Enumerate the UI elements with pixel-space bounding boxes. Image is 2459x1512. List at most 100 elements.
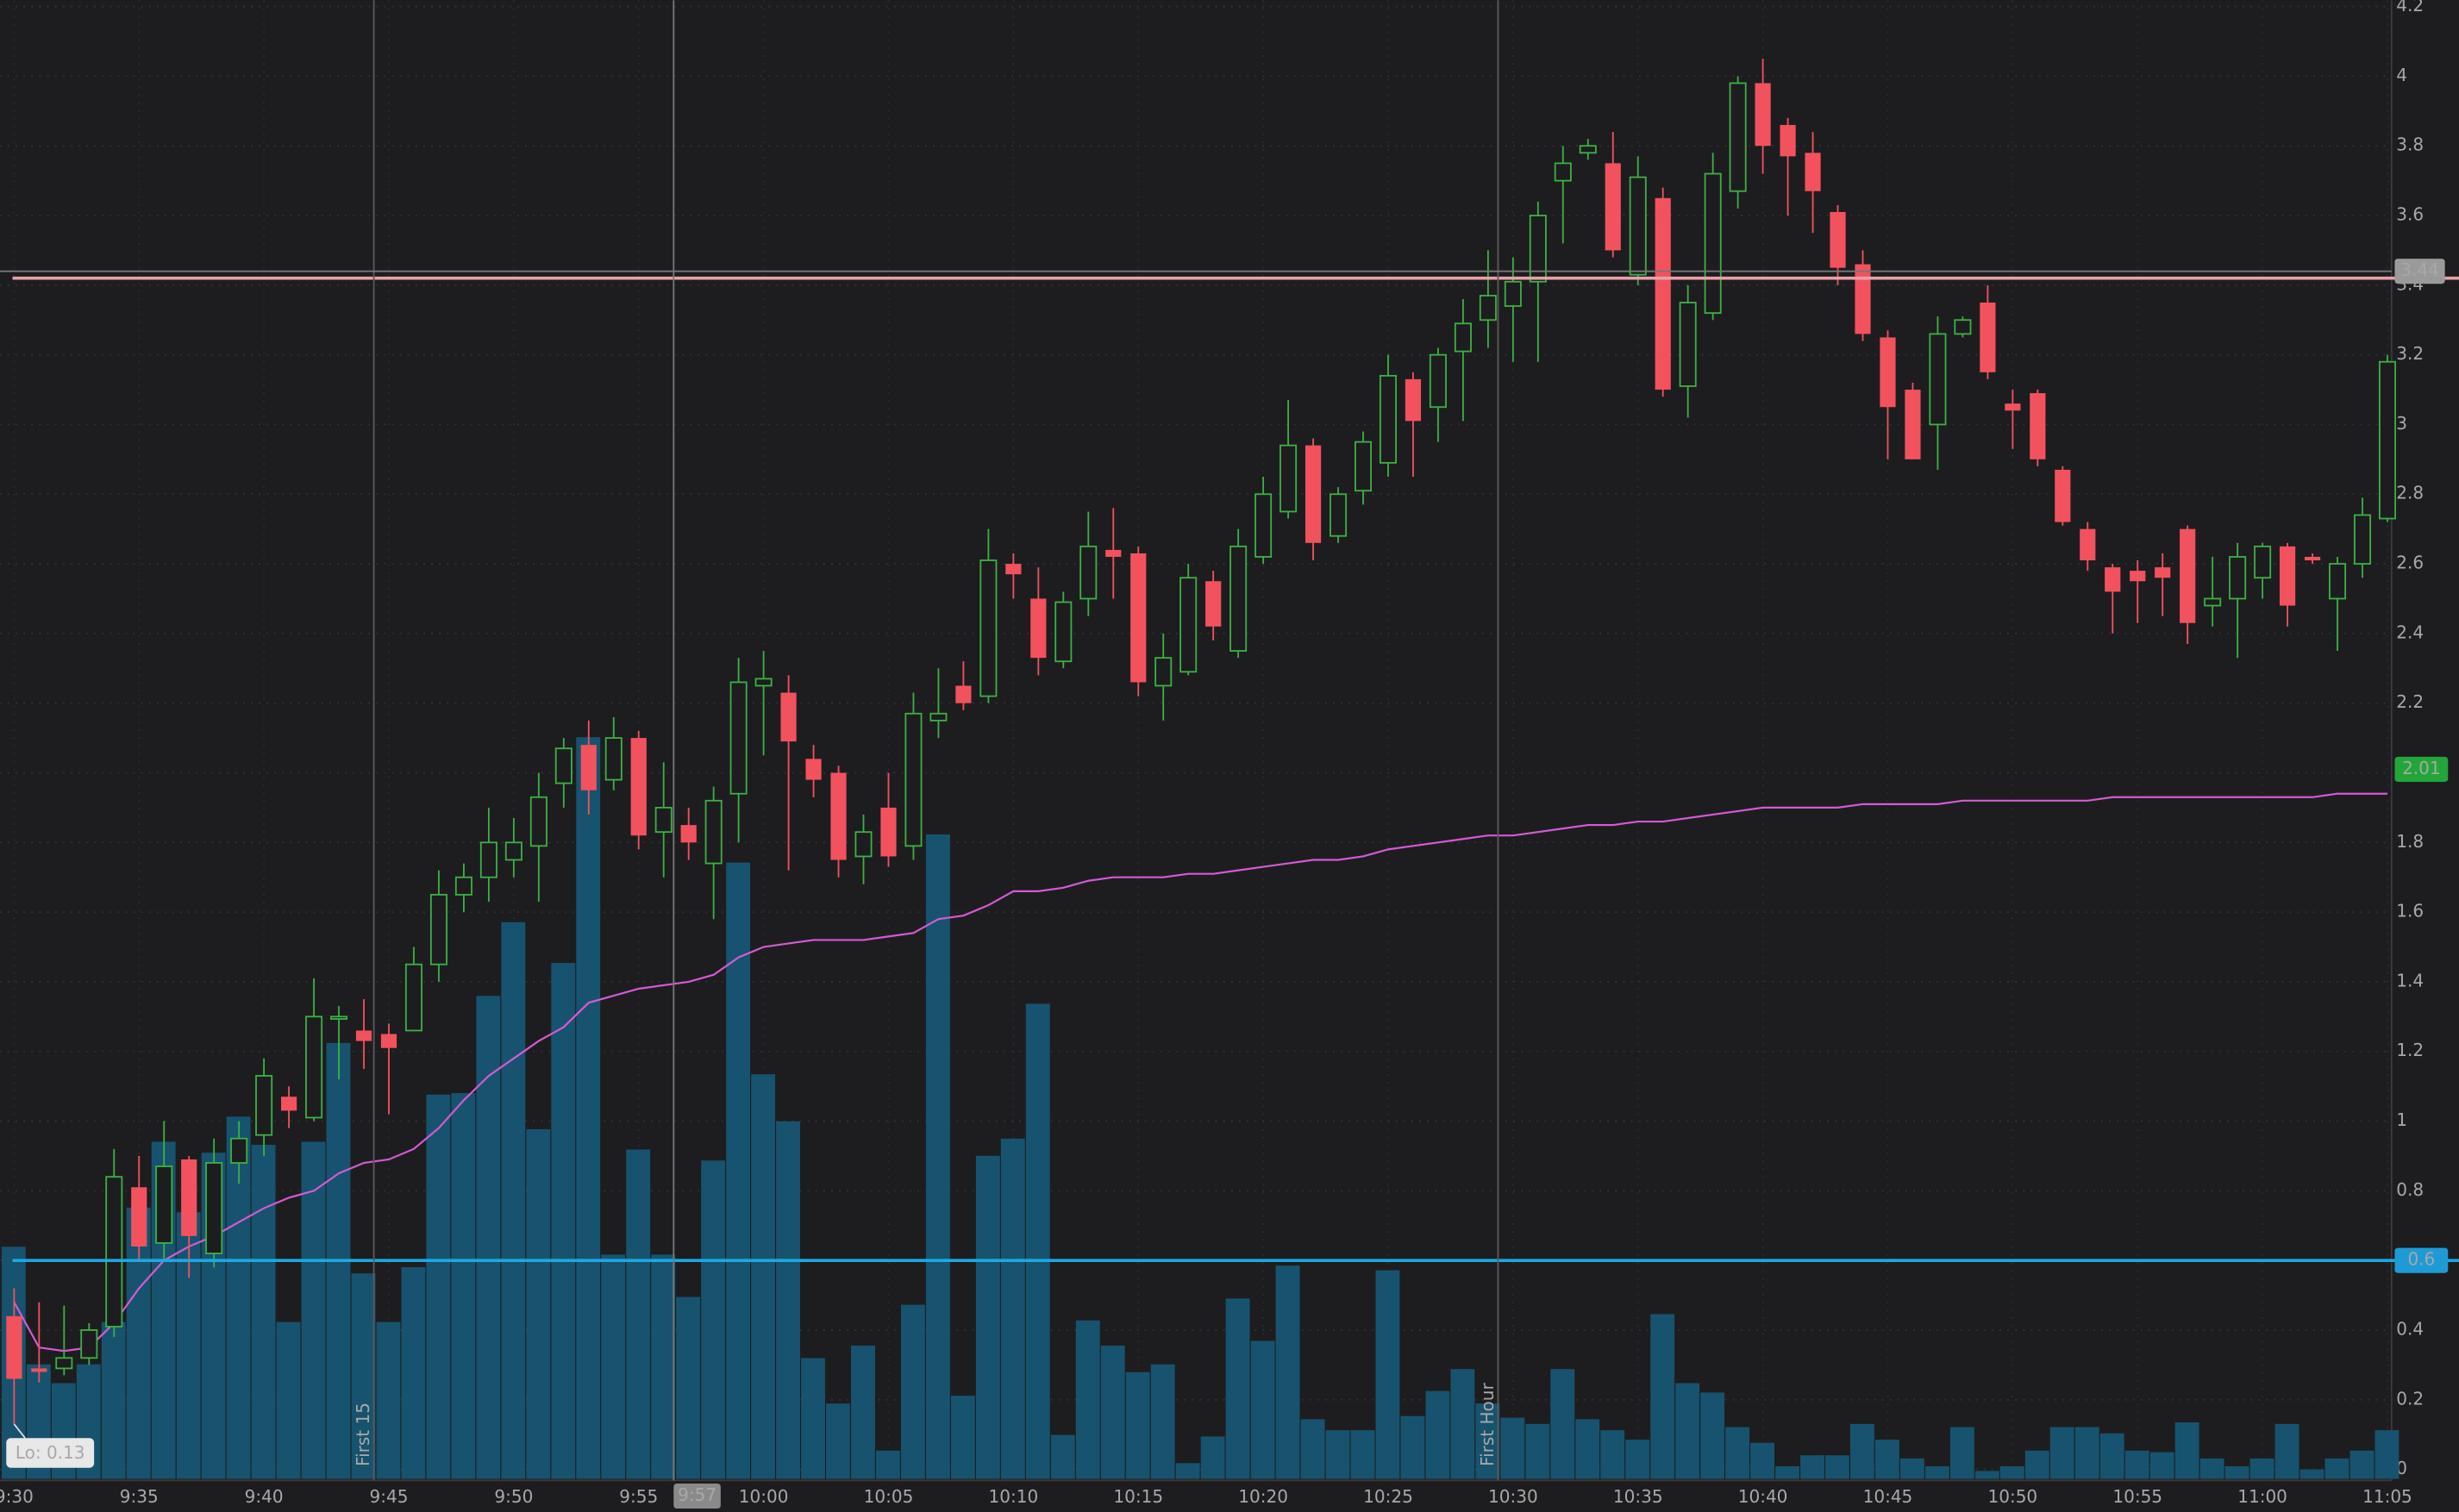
candle-body — [1255, 493, 1273, 558]
volume-bar — [1949, 1427, 1974, 1479]
x-tick-label: 10:00 — [739, 1486, 789, 1507]
volume-bar — [1850, 1423, 1874, 1479]
x-tick-label: 10:20 — [1238, 1486, 1288, 1507]
candle-body — [255, 1075, 273, 1136]
candle-body — [1755, 83, 1771, 147]
volume-bar — [2049, 1427, 2074, 1479]
volume-bar — [1075, 1320, 1100, 1479]
volume-bar — [1275, 1265, 1300, 1479]
candle-body — [2055, 469, 2071, 522]
volume-bar — [1100, 1345, 1125, 1479]
candle-body — [1655, 197, 1671, 390]
candle-body — [554, 747, 573, 784]
volume-bar — [576, 737, 601, 1479]
volume-bar — [651, 1254, 676, 1479]
candle-body — [6, 1315, 22, 1379]
volume-bar — [1974, 1471, 1999, 1479]
candle-body — [131, 1187, 147, 1246]
candle-body — [1905, 390, 1921, 459]
candle-body — [1355, 440, 1373, 492]
price-label: 0.6 — [2407, 1249, 2435, 1270]
volume-bar — [1924, 1465, 1949, 1479]
volume-bar — [1175, 1463, 1200, 1479]
candle-body — [2180, 528, 2196, 623]
candle-body — [1105, 549, 1122, 557]
volume-bar — [1800, 1455, 1824, 1479]
volume-bar — [1525, 1423, 1550, 1479]
volume-bar — [1375, 1270, 1400, 1479]
candle-body — [630, 738, 647, 836]
crosshair-price-label: 3.44 — [2400, 259, 2439, 280]
y-tick-label: 2.4 — [2396, 622, 2424, 642]
candle-body — [580, 745, 597, 790]
candle-body — [31, 1368, 47, 1372]
candle-body — [680, 825, 697, 843]
price-label-box — [2394, 756, 2449, 782]
volume-bar — [1450, 1369, 1475, 1479]
volume-bar — [776, 1121, 800, 1479]
volume-bar — [1775, 1465, 1799, 1479]
volume-bar — [2074, 1427, 2099, 1479]
y-tick-label: 0.4 — [2396, 1318, 2424, 1339]
volume-bar — [2350, 1450, 2375, 1479]
candle-body — [1454, 322, 1472, 353]
x-tick-label: 10:15 — [1113, 1486, 1163, 1507]
volume-bar — [1575, 1419, 1600, 1479]
candle-body — [805, 759, 822, 780]
volume-bar — [726, 862, 751, 1479]
crosshair-price-box — [2394, 259, 2445, 284]
volume-bar — [2375, 1430, 2400, 1479]
candle-body — [355, 1030, 372, 1041]
volume-bar — [676, 1296, 701, 1479]
volume-bar — [1550, 1369, 1575, 1479]
volume-bar — [1625, 1440, 1650, 1479]
y-tick-label: 0.2 — [2396, 1388, 2424, 1409]
volume-bar — [1400, 1415, 1425, 1479]
y-tick-label: 1.8 — [2396, 831, 2424, 852]
volume-bar — [2099, 1433, 2124, 1479]
candle-body — [1030, 598, 1047, 659]
volume-bar — [1300, 1419, 1325, 1479]
candle-body — [1479, 295, 1497, 322]
candle-body — [1179, 577, 1198, 673]
candle-body — [280, 1097, 297, 1111]
y-tick-label: 2.2 — [2396, 691, 2424, 712]
candle-body — [2279, 546, 2296, 606]
candle-body — [1330, 493, 1348, 537]
candle-body — [1554, 162, 1572, 182]
volume-bar — [1725, 1427, 1750, 1479]
candle-body — [1504, 280, 1522, 307]
candle-body — [155, 1165, 173, 1244]
candle-body — [305, 1015, 323, 1119]
volume-bar — [1225, 1298, 1250, 1479]
candle-body — [529, 796, 547, 847]
candle-body — [1429, 353, 1447, 409]
x-tick-label: 9:45 — [370, 1486, 409, 1507]
volume-bar — [1025, 1003, 1050, 1479]
crosshair-time-box — [673, 1483, 721, 1509]
candle-body — [1130, 553, 1147, 683]
candle-body — [454, 876, 472, 896]
x-tick-label: 10:55 — [2112, 1486, 2162, 1507]
candle-body — [1780, 124, 1796, 157]
volume-bar — [401, 1266, 426, 1479]
x-tick-label: 9:40 — [245, 1486, 284, 1507]
volume-bar — [1874, 1440, 1899, 1479]
candle-body — [504, 841, 522, 861]
candle-body — [830, 772, 847, 860]
candle-body — [754, 678, 773, 687]
volume-bar — [1125, 1371, 1150, 1479]
candle-body — [1805, 153, 1821, 191]
price-label: 2.01 — [2402, 758, 2441, 778]
volume-bar — [1899, 1458, 1924, 1479]
volume-bar — [1825, 1455, 1849, 1479]
candle-body — [1529, 215, 1547, 283]
volume-bar — [751, 1074, 776, 1479]
volume-bar — [1675, 1383, 1700, 1479]
x-tick-label: 9:55 — [619, 1486, 658, 1507]
candle-body — [429, 893, 447, 965]
candle-body — [1954, 319, 1972, 335]
candle-body — [230, 1137, 248, 1164]
low-note: Lo: 0.13 — [16, 1442, 85, 1463]
